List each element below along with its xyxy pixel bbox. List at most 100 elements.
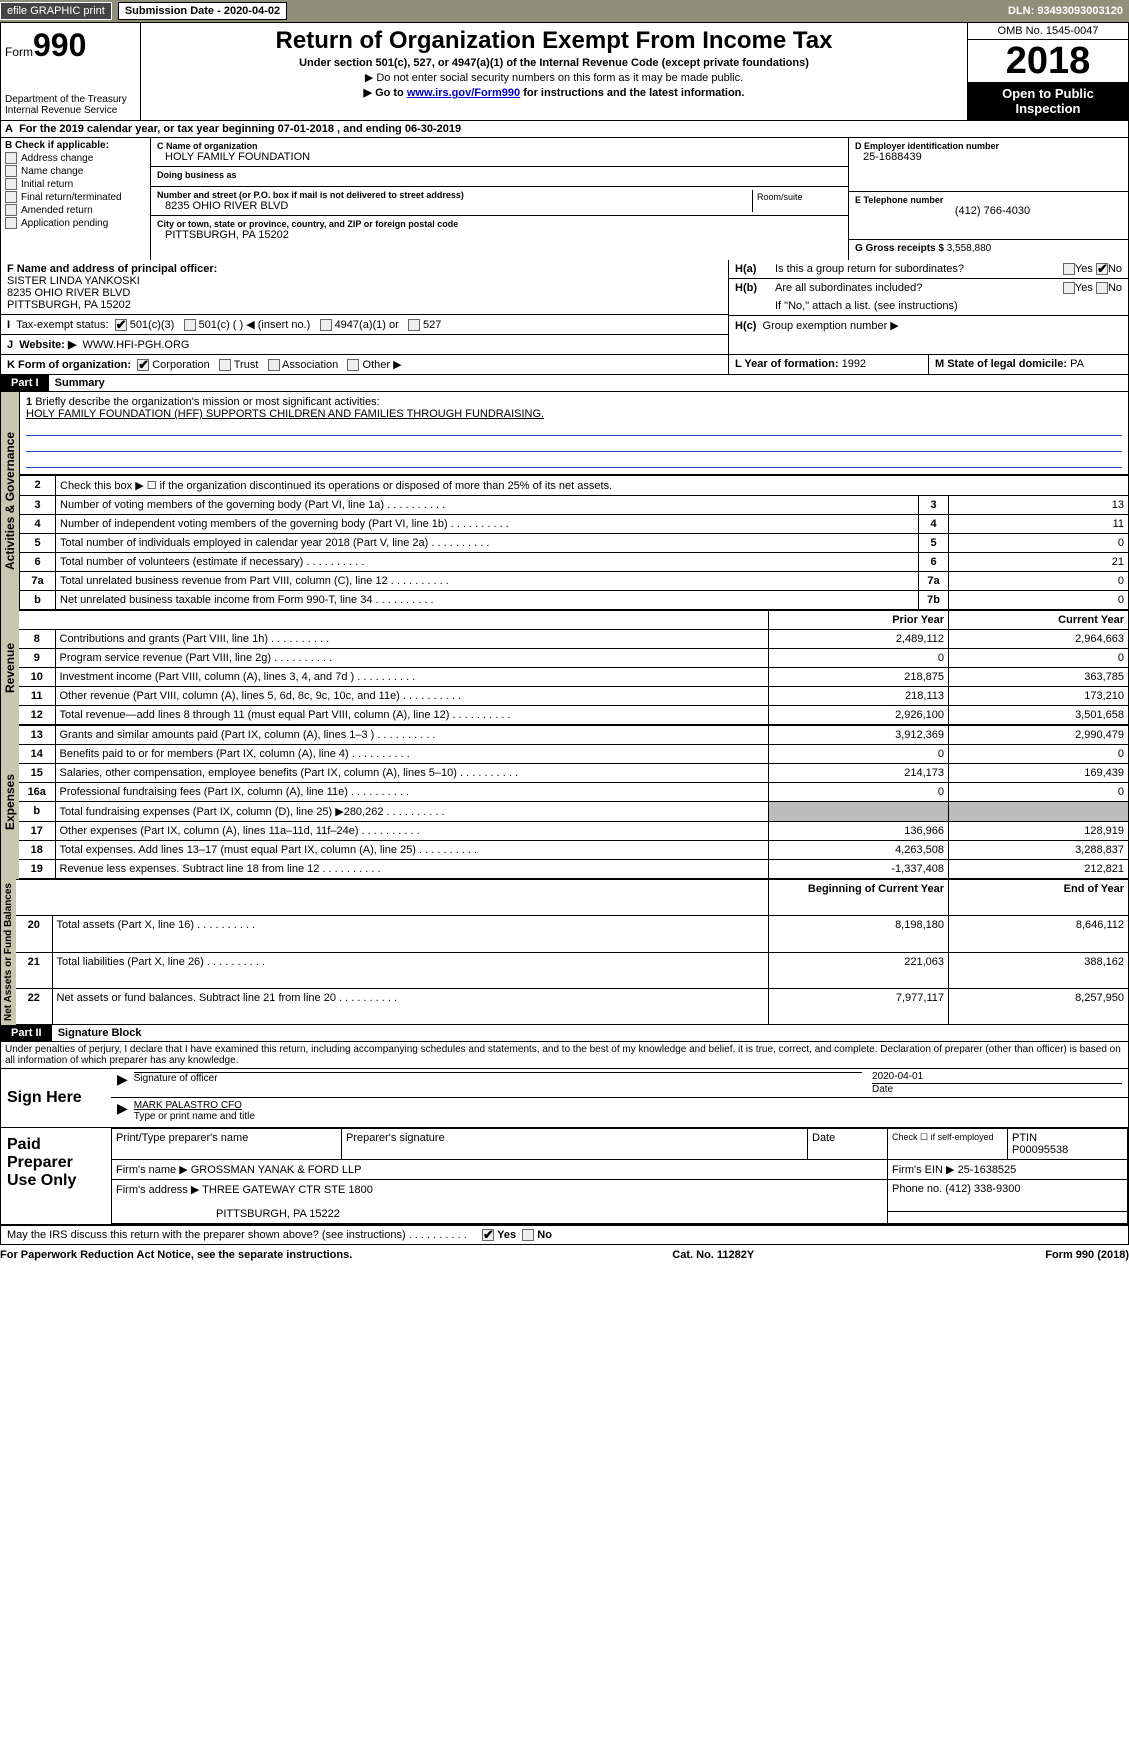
discuss-yes[interactable]: [482, 1229, 494, 1241]
current-year-val: 173,210: [949, 687, 1129, 706]
f-street: 8235 OHIO RIVER BLVD: [7, 287, 130, 299]
gov-val: 11: [949, 515, 1129, 534]
d-ein: 25-1688439: [855, 151, 1122, 163]
subtitle-2: ▶ Do not enter social security numbers o…: [145, 71, 963, 84]
prior-year-val: 0: [769, 783, 949, 802]
sum-line: Investment income (Part VIII, column (A)…: [55, 668, 769, 687]
c-city: PITTSBURGH, PA 15202: [157, 229, 842, 241]
prior-year-val: -1,337,408: [769, 860, 949, 879]
sum-line: Other expenses (Part IX, column (A), lin…: [55, 822, 769, 841]
prior-year-val: 218,113: [769, 687, 949, 706]
firm-phone: (412) 338-9300: [945, 1183, 1020, 1195]
l1-label: Briefly describe the organization's miss…: [35, 396, 379, 408]
efile-badge: efile GRAPHIC print: [0, 2, 112, 20]
gov-line: Total number of individuals employed in …: [56, 534, 919, 553]
hdr-bcy: Beginning of Current Year: [769, 880, 949, 916]
prior-year-val: 3,912,369: [769, 726, 949, 745]
dln: DLN: 93493093003120: [1008, 5, 1129, 17]
chk-address-change[interactable]: Address change: [5, 152, 146, 164]
tab-expenses: Expenses: [1, 725, 19, 879]
hb-no[interactable]: [1096, 282, 1108, 294]
prior-year-val: 0: [769, 649, 949, 668]
subtitle-1: Under section 501(c), 527, or 4947(a)(1)…: [145, 57, 963, 69]
tab-governance: Activities & Governance: [1, 392, 19, 610]
k-assoc[interactable]: [268, 359, 280, 371]
current-year-val: 169,439: [949, 764, 1129, 783]
current-year-val: 363,785: [949, 668, 1129, 687]
gov-val: 13: [949, 496, 1129, 515]
firm-addr2: PITTSBURGH, PA 15222: [116, 1208, 340, 1220]
chk-pending[interactable]: Application pending: [5, 217, 146, 229]
c-street: 8235 OHIO RIVER BLVD: [157, 200, 752, 212]
l2: Check this box ▶ ☐ if the organization d…: [56, 476, 1129, 496]
prior-year-val: 2,926,100: [769, 706, 949, 725]
firm-addr1: THREE GATEWAY CTR STE 1800: [202, 1184, 373, 1196]
perjury-text: Under penalties of perjury, I declare th…: [0, 1042, 1129, 1069]
prior-year-val: 4,263,508: [769, 841, 949, 860]
form990-link[interactable]: www.irs.gov/Form990: [407, 87, 520, 99]
prior-year-val: 218,875: [769, 668, 949, 687]
chk-amended[interactable]: Amended return: [5, 204, 146, 216]
sum-line: Program service revenue (Part VIII, line…: [55, 649, 769, 668]
current-year-val: 2,990,479: [949, 726, 1129, 745]
hdr-prior-year: Prior Year: [769, 611, 949, 630]
firm-name-label: Firm's name ▶: [116, 1164, 188, 1176]
chk-name-change[interactable]: Name change: [5, 165, 146, 177]
hb-yes[interactable]: [1063, 282, 1075, 294]
sign-here-label: Sign Here: [1, 1069, 111, 1127]
tab-netassets: Net Assets or Fund Balances: [1, 879, 16, 1025]
m-state: M State of legal domicile: PA: [928, 355, 1128, 374]
chk-501c[interactable]: [184, 319, 196, 331]
discuss-no[interactable]: [522, 1229, 534, 1241]
sum-line: Total liabilities (Part X, line 26): [52, 952, 769, 988]
sum-line: Contributions and grants (Part VIII, lin…: [55, 630, 769, 649]
k-other[interactable]: [347, 359, 359, 371]
sig-date-label: Date: [872, 1084, 893, 1095]
firm-addr-label: Firm's address ▶: [116, 1184, 199, 1196]
ha-yes[interactable]: [1063, 263, 1075, 275]
sum-line: Total assets (Part X, line 16): [52, 916, 769, 952]
submission-date: Submission Date - 2020-04-02: [118, 2, 287, 20]
form-title: Return of Organization Exempt From Incom…: [145, 27, 963, 55]
e-phone-label: E Telephone number: [855, 195, 1122, 205]
subtitle-3: ▶ Go to www.irs.gov/Form990 for instruct…: [145, 86, 963, 99]
current-year-val: 0: [949, 783, 1129, 802]
omb-number: OMB No. 1545-0047: [968, 23, 1128, 40]
f-city: PITTSBURGH, PA 15202: [7, 299, 131, 311]
gov-line: Total unrelated business revenue from Pa…: [56, 572, 919, 591]
hb-label: Are all subordinates included?: [775, 282, 1063, 294]
chk-4947[interactable]: [320, 319, 332, 331]
k-form-org: K Form of organization: Corporation Trus…: [1, 355, 728, 374]
firm-ein-label: Firm's EIN ▶: [892, 1164, 955, 1176]
gov-val: 21: [949, 553, 1129, 572]
part1-header: Part I: [1, 375, 49, 391]
i-tax-exempt: I Tax-exempt status: 501(c)(3) 501(c) ( …: [1, 315, 728, 335]
c-name: HOLY FAMILY FOUNDATION: [157, 151, 842, 163]
prior-year-val: [769, 802, 949, 822]
discuss-question: May the IRS discuss this return with the…: [0, 1226, 1129, 1245]
chk-initial-return[interactable]: Initial return: [5, 178, 146, 190]
prior-year-val: 0: [769, 745, 949, 764]
line-a: A For the 2019 calendar year, or tax yea…: [0, 121, 1129, 138]
ha-no[interactable]: [1096, 263, 1108, 275]
chk-527[interactable]: [408, 319, 420, 331]
chk-final-return[interactable]: Final return/terminated: [5, 191, 146, 203]
open-to-public: Open to Public Inspection: [968, 82, 1128, 120]
officer-name-label: Type or print name and title: [134, 1111, 255, 1122]
k-corp[interactable]: [137, 359, 149, 371]
form-number: Form990: [5, 27, 136, 64]
c-city-label: City or town, state or province, country…: [157, 219, 842, 229]
g-receipts: 3,558,880: [947, 243, 992, 254]
gov-line: Number of voting members of the governin…: [56, 496, 919, 515]
sum-line: Net assets or fund balances. Subtract li…: [52, 988, 769, 1024]
gov-line: Number of independent voting members of …: [56, 515, 919, 534]
hb-note: If "No," attach a list. (see instruction…: [729, 297, 1128, 316]
k-trust[interactable]: [219, 359, 231, 371]
chk-501c3[interactable]: [115, 319, 127, 331]
prep-selfemp: Check ☐ if self-employed: [888, 1129, 1008, 1160]
tab-revenue: Revenue: [1, 610, 19, 725]
gov-val: 0: [949, 534, 1129, 553]
prep-date-hdr: Date: [812, 1132, 835, 1144]
f-name: SISTER LINDA YANKOSKI: [7, 275, 140, 287]
c-dba-label: Doing business as: [157, 170, 842, 180]
